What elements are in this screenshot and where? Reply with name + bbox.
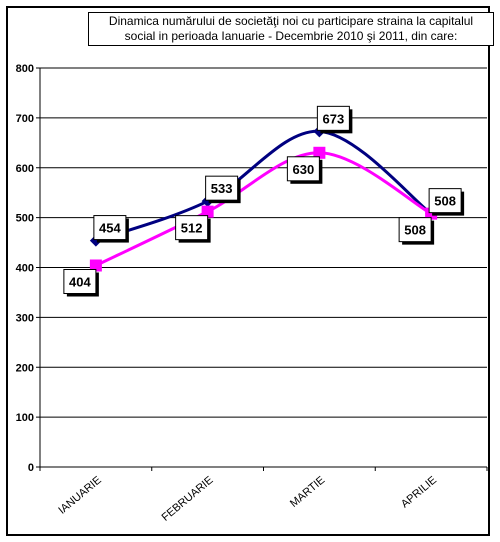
y-tick-label: 600	[16, 163, 34, 175]
series-2-point	[313, 146, 326, 159]
y-tick-label: 800	[16, 63, 34, 75]
series-markers	[89, 125, 438, 272]
series-2-point	[89, 259, 102, 272]
series-2-point	[201, 205, 214, 218]
data-label-text: 673	[323, 111, 345, 126]
y-tick-label: 300	[16, 312, 34, 324]
data-label: 508	[398, 217, 435, 245]
x-category-label: APRILIE	[399, 474, 439, 510]
data-label-text: 533	[211, 181, 233, 196]
chart-title-line-2: social in perioada Ianuarie - Decembrie …	[124, 29, 458, 43]
data-label: 454	[93, 215, 129, 243]
data-label-text: 508	[404, 223, 426, 238]
y-tick-label: 200	[16, 362, 34, 374]
data-labels: 454 533 673 508 404 512 630 508	[63, 105, 465, 297]
data-label-text: 508	[434, 194, 456, 209]
data-label: 533	[205, 175, 241, 204]
series-lines	[95, 129, 433, 267]
data-label-text: 454	[99, 221, 121, 236]
data-label: 630	[286, 156, 323, 184]
y-tick-label: 100	[16, 412, 34, 424]
y-tick-label: 400	[16, 263, 34, 275]
data-label: 508	[428, 188, 465, 216]
y-tick-label: 500	[16, 213, 34, 225]
y-axis-ticks: 0 100 200 300 400 500 600 700 800	[16, 63, 40, 474]
series-line-2	[95, 151, 432, 267]
chart-title: Dinamica numărului de societăţi noi cu p…	[88, 12, 494, 46]
y-tick-label: 0	[28, 462, 34, 474]
y-tick-label: 700	[16, 113, 34, 125]
chart-title-line-1: Dinamica numărului de societăţi noi cu p…	[108, 14, 474, 28]
data-label-text: 630	[293, 162, 315, 177]
x-axis-ticks: IANUARIE FEBRUARIE MARTIE APRILIE	[39, 467, 488, 524]
data-label: 404	[63, 269, 99, 297]
data-label-text: 512	[181, 221, 203, 236]
x-category-label: MARTIE	[288, 474, 327, 510]
series-line-1	[95, 129, 433, 242]
data-label: 512	[175, 215, 211, 243]
x-category-label: FEBRUARIE	[160, 474, 216, 524]
data-label: 673	[316, 105, 353, 134]
data-label-text: 404	[69, 275, 91, 290]
x-category-label: IANUARIE	[56, 474, 104, 517]
